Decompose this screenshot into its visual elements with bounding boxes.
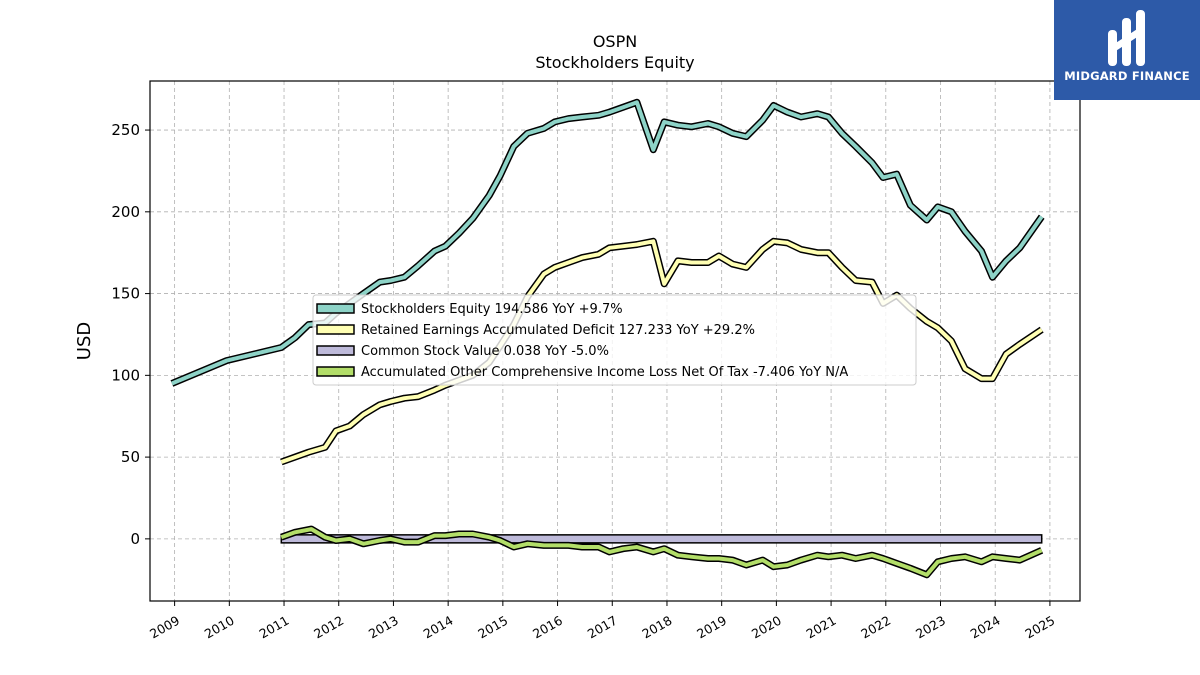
x-tick-label: 2024 bbox=[968, 613, 1003, 642]
x-tick-label: 2013 bbox=[366, 613, 401, 642]
y-tick-label: 250 bbox=[111, 121, 140, 139]
legend-swatch bbox=[316, 366, 355, 377]
legend-entry-label: Retained Earnings Accumulated Deficit 12… bbox=[361, 323, 755, 338]
y-tick-label: 50 bbox=[121, 448, 140, 466]
legend: Stockholders Equity 194.586 YoY +9.7% Ret… bbox=[312, 294, 917, 386]
x-tick-label: 2015 bbox=[475, 613, 510, 642]
legend-entry-label: Stockholders Equity 194.586 YoY +9.7% bbox=[361, 302, 623, 317]
y-tick-label: 0 bbox=[130, 530, 140, 548]
x-tick-label: 2022 bbox=[858, 613, 893, 642]
chart-subtitle: Stockholders Equity bbox=[535, 53, 694, 72]
x-tick-label: 2010 bbox=[202, 613, 237, 642]
x-tick-label: 2021 bbox=[804, 613, 839, 642]
series-3-line bbox=[280, 527, 1043, 577]
plot-frame bbox=[149, 80, 1081, 602]
y-tick-label: 100 bbox=[111, 366, 140, 384]
series-0-line bbox=[171, 100, 1044, 386]
brand-mark-icon bbox=[1108, 10, 1145, 66]
x-tick-label: 2012 bbox=[311, 613, 346, 642]
y-tick-label: 150 bbox=[111, 285, 140, 303]
legend-entry-label: Accumulated Other Comprehensive Income L… bbox=[361, 365, 848, 380]
legend-swatch bbox=[316, 345, 355, 356]
x-tick-label: 2017 bbox=[585, 613, 620, 642]
legend-swatch bbox=[316, 303, 355, 314]
brand-logo: MIDGARD FINANCE bbox=[1054, 0, 1200, 100]
x-tick-label: 2009 bbox=[147, 613, 182, 642]
y-axis-label: USD bbox=[74, 322, 95, 360]
x-tick-label: 2016 bbox=[530, 613, 565, 642]
legend-box bbox=[312, 294, 917, 386]
x-tick-label: 2011 bbox=[256, 613, 291, 642]
x-tick-label: 2018 bbox=[639, 613, 674, 642]
chart-title: OSPN bbox=[593, 32, 637, 51]
legend-swatch bbox=[316, 324, 355, 335]
series-common-stock-band bbox=[280, 534, 1043, 544]
y-tick-label: 200 bbox=[111, 203, 140, 221]
x-tick-label: 2023 bbox=[913, 613, 948, 642]
x-tick-label: 2019 bbox=[694, 613, 729, 642]
x-tick-label: 2025 bbox=[1022, 613, 1057, 642]
x-tick-label: 2014 bbox=[421, 613, 456, 642]
x-tick-label: 2020 bbox=[749, 613, 784, 642]
legend-entry-label: Common Stock Value 0.038 YoY -5.0% bbox=[361, 344, 609, 359]
brand-name: MIDGARD FINANCE bbox=[1064, 69, 1190, 83]
